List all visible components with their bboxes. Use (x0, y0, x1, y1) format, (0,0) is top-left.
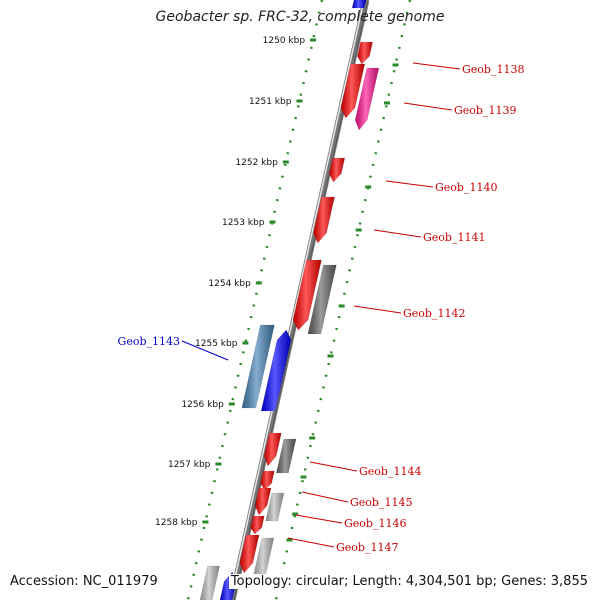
genome-title: Geobacter sp. FRC-32, complete genome (155, 9, 445, 25)
gene-arrow[interactable] (354, 67, 380, 131)
scale-tick-label: 1258 kbp (155, 518, 198, 528)
gene-label[interactable]: Geob_1146 (344, 517, 406, 530)
gene-label[interactable]: Geob_1140 (435, 181, 497, 194)
gene-arrow[interactable] (199, 565, 220, 600)
gene-labels: Geob_1138 Geob_1139 Geob_1140 Geob_1141 Geob… (118, 62, 524, 554)
accession-text: Accession: NC_011979 (8, 574, 160, 589)
gene-label[interactable]: Geob_1138 (462, 63, 524, 76)
gene-arrow[interactable] (265, 492, 285, 522)
gene-arrow[interactable] (307, 264, 337, 335)
scale-tick-label: 1257 kbp (168, 460, 211, 470)
scale-tick-label: 1255 kbp (195, 339, 238, 349)
gene-arrow[interactable] (313, 196, 335, 244)
gene-arrow[interactable] (292, 259, 322, 331)
gene-label[interactable]: Geob_1139 (454, 104, 516, 117)
scale-tick-label: 1253 kbp (222, 218, 265, 228)
gene-leader-line (403, 102, 453, 111)
topology-text: Topology: circular; Length: 4,304,501 bp… (228, 574, 590, 589)
gene-leader-line (181, 340, 229, 361)
gene-label[interactable]: Geob_1143 (118, 335, 180, 348)
scale-ticks: 1250 kbp 1251 kbp 1252 kbp 1253 kbp 1254 kbp… (155, 36, 399, 542)
gene-arrow[interactable] (276, 438, 297, 474)
gene-leader-line (301, 491, 349, 503)
gene-leader-line (373, 229, 422, 238)
scale-tick-label: 1252 kbp (235, 158, 278, 168)
gene-label[interactable]: Geob_1141 (423, 231, 485, 244)
scale-tick-label: 1251 kbp (249, 97, 292, 107)
gene-arrow[interactable] (328, 157, 346, 183)
gene-arrow[interactable] (239, 534, 260, 574)
gene-arrow[interactable] (254, 487, 272, 516)
gene-leader-line (309, 461, 358, 472)
gene-leader-line (412, 62, 461, 70)
gene-arrow[interactable] (260, 329, 292, 412)
scale-tick-label: 1250 kbp (263, 36, 306, 46)
scale-tick-label: 1254 kbp (208, 279, 251, 289)
gene-label[interactable]: Geob_1142 (403, 307, 465, 320)
gene-arrow[interactable] (357, 41, 373, 65)
gene-label[interactable]: Geob_1145 (350, 496, 412, 509)
gene-arrow[interactable] (340, 63, 366, 119)
gene-label[interactable]: Geob_1144 (359, 465, 421, 478)
gene-arrow[interactable] (263, 432, 282, 467)
gene-leader-line (295, 514, 343, 524)
gene-arrow[interactable] (351, 0, 367, 9)
gene-arrow[interactable] (250, 515, 265, 535)
gene-label[interactable]: Geob_1147 (336, 541, 398, 554)
gene-leader-line (353, 305, 402, 314)
scale-tick-label: 1256 kbp (181, 400, 224, 410)
gene-features (199, 0, 380, 600)
gene-leader-line (287, 537, 335, 548)
gene-arrow[interactable] (260, 470, 275, 491)
gene-arrow[interactable] (241, 324, 275, 409)
gene-leader-line (385, 180, 434, 188)
